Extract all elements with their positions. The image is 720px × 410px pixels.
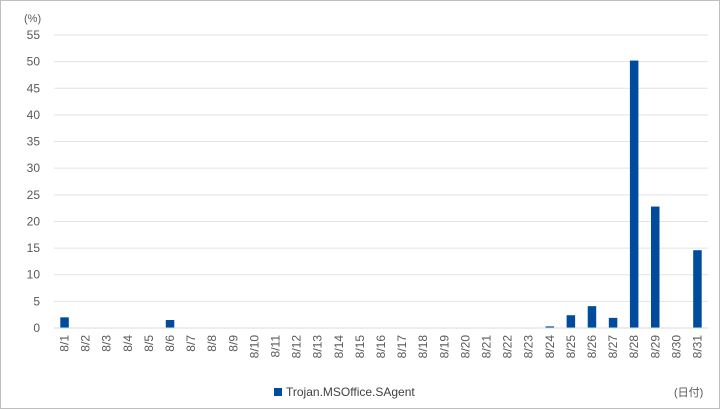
legend-swatch xyxy=(274,388,282,396)
x-tick-label: 8/28 xyxy=(627,335,641,359)
y-tick-label: 10 xyxy=(27,268,41,282)
x-tick-label: 8/10 xyxy=(247,335,261,359)
y-tick-label: 45 xyxy=(27,81,41,95)
x-tick-label: 8/5 xyxy=(142,335,156,352)
bar xyxy=(165,320,175,328)
y-tick-label: 35 xyxy=(27,135,41,149)
y-tick-label: 25 xyxy=(27,188,41,202)
x-tick-label: 8/16 xyxy=(374,335,388,359)
bar xyxy=(60,317,69,328)
y-tick-label: 5 xyxy=(33,294,40,308)
legend: Trojan.MSOffice.SAgent xyxy=(274,385,415,399)
x-tick-label: 8/20 xyxy=(458,335,472,359)
y-tick-label: 20 xyxy=(27,214,41,228)
bar xyxy=(629,60,639,328)
x-tick-label: 8/25 xyxy=(564,335,578,359)
x-tick-label: 8/29 xyxy=(648,335,662,359)
bar xyxy=(651,206,660,328)
x-tick-label: 8/12 xyxy=(290,335,304,359)
x-tick-label: 8/27 xyxy=(606,335,620,359)
x-tick-label: 8/14 xyxy=(332,335,346,359)
bar xyxy=(566,315,576,328)
legend-label: Trojan.MSOffice.SAgent xyxy=(286,385,415,399)
y-tick-label: 0 xyxy=(33,321,40,335)
x-tick-label: 8/17 xyxy=(395,335,409,359)
y-axis-ticks: 0 5 10 15 20 25 30 35 40 45 50 55 xyxy=(27,28,41,335)
x-tick-label: 8/4 xyxy=(121,335,135,352)
x-tick-label: 8/1 xyxy=(58,335,72,352)
x-tick-label: 8/19 xyxy=(437,335,451,359)
bar xyxy=(693,250,702,328)
x-tick-label: 8/2 xyxy=(79,335,93,352)
x-tick-label: 8/18 xyxy=(416,335,430,359)
bar xyxy=(587,306,597,328)
y-tick-label: 50 xyxy=(27,55,41,69)
y-tick-label: 55 xyxy=(27,28,41,42)
x-tick-label: 8/9 xyxy=(226,335,240,352)
x-tick-label: 8/7 xyxy=(184,335,198,352)
bar xyxy=(608,317,618,328)
x-tick-label: 8/6 xyxy=(163,335,177,352)
y-tick-label: 40 xyxy=(27,108,41,122)
x-tick-label: 8/21 xyxy=(479,335,493,359)
x-tick-label: 8/8 xyxy=(205,335,219,352)
x-tick-label: 8/13 xyxy=(311,335,325,359)
bar xyxy=(545,326,555,328)
bars xyxy=(60,60,702,328)
x-tick-label: 8/30 xyxy=(669,335,683,359)
x-tick-label: 8/26 xyxy=(585,335,599,359)
gridlines xyxy=(54,34,708,302)
y-tick-label: 30 xyxy=(27,161,41,175)
x-tick-label: 8/22 xyxy=(501,335,515,359)
x-tick-label: 8/24 xyxy=(543,335,557,359)
x-tick-label: 8/11 xyxy=(269,335,283,358)
x-axis-unit: (日付) xyxy=(674,386,703,399)
x-tick-label: 8/15 xyxy=(353,335,367,359)
x-tick-label: 8/31 xyxy=(690,335,704,359)
y-axis-unit: (%) xyxy=(24,13,41,25)
x-tick-label: 8/23 xyxy=(522,335,536,359)
x-tick-label: 8/3 xyxy=(100,335,114,352)
x-axis-ticks: 8/1 8/2 8/3 8/4 8/5 8/6 8/7 8/8 8/9 8/10 8/11 8/12 8… xyxy=(58,335,705,359)
y-tick-label: 15 xyxy=(27,241,41,255)
